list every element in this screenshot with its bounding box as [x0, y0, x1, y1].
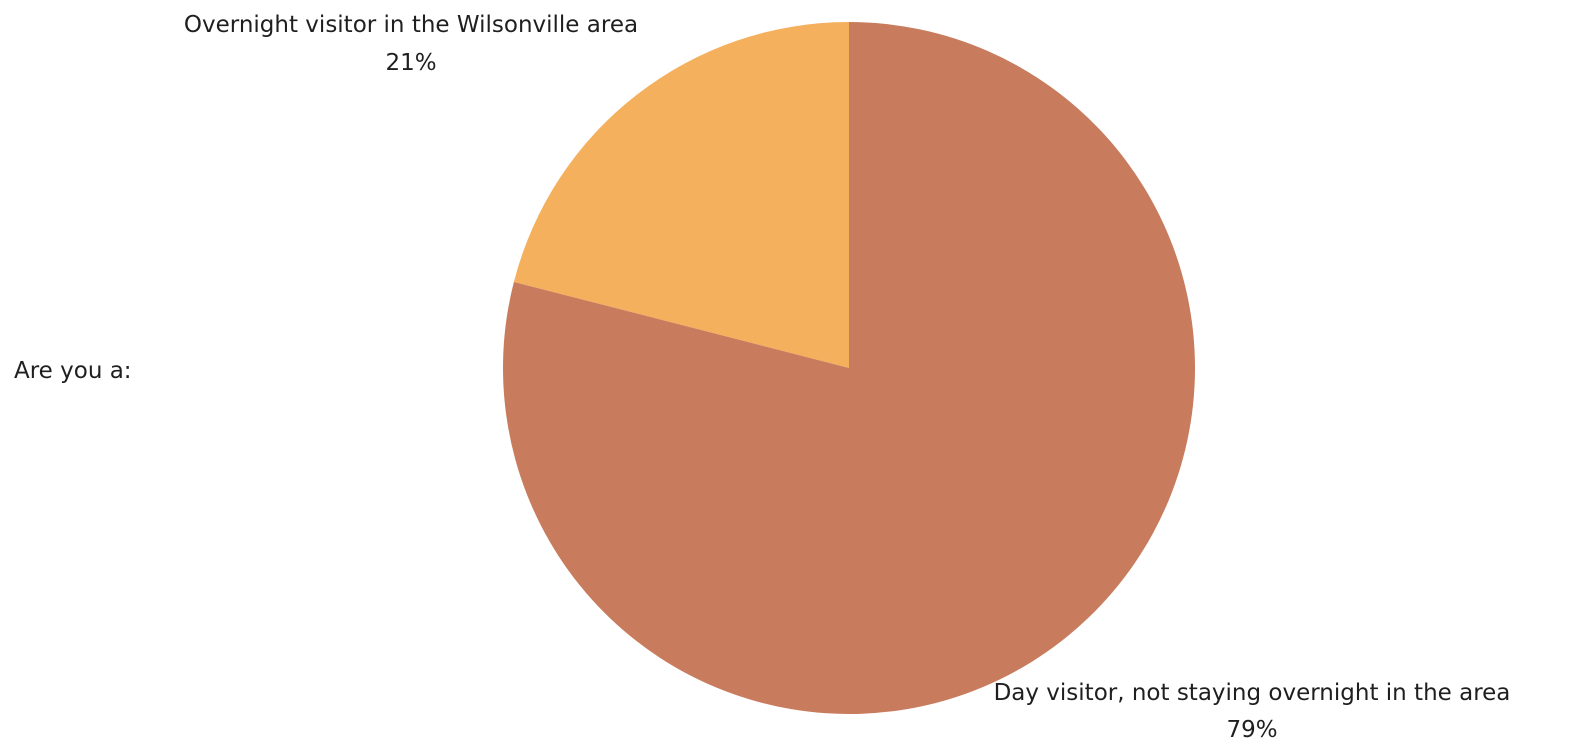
chart-title: Are you a: — [14, 358, 132, 384]
slice-label-day-percent: 79% — [1226, 717, 1277, 743]
slice-label-overnight-percent: 21% — [385, 50, 436, 76]
slice-day-visitor — [503, 22, 1195, 714]
slice-label-day-name: Day visitor, not staying overnight in th… — [994, 680, 1511, 706]
slice-label-overnight-name: Overnight visitor in the Wilsonville are… — [184, 12, 638, 38]
pie-slices — [503, 22, 1195, 714]
slice-label-overnight: Overnight visitor in the Wilsonville are… — [184, 12, 638, 76]
slice-overnight-visitor — [513, 22, 849, 368]
slice-label-day: Day visitor, not staying overnight in th… — [994, 680, 1511, 743]
